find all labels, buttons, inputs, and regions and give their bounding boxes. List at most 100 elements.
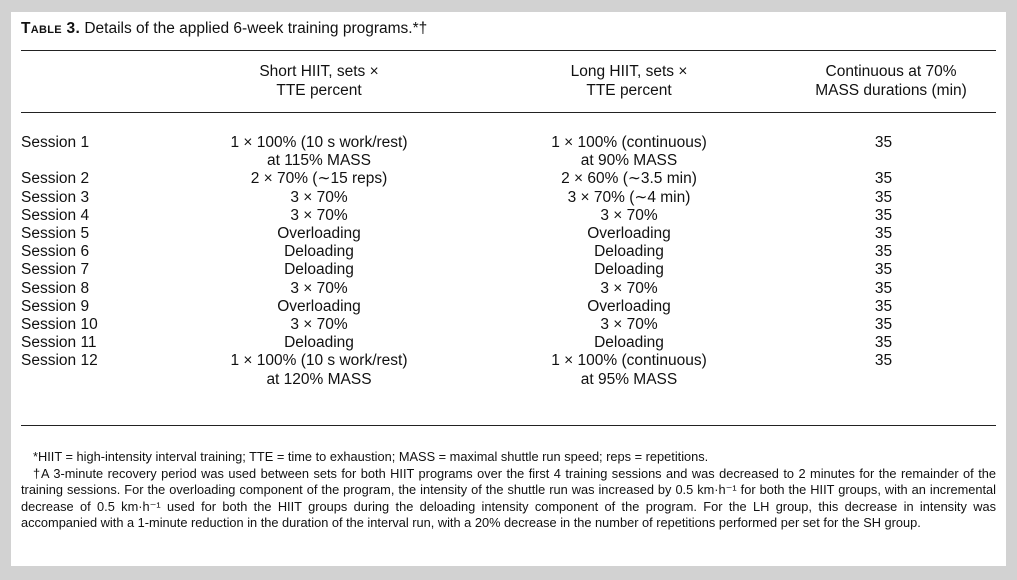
long-hiit-cell: 3 × 70% <box>499 316 759 334</box>
column-header-short-hiit: Short HIIT, sets × TTE percent <box>189 62 449 100</box>
table-row: Session 2 2 × 70% (∼15 reps) 2 × 60% (∼3.5… <box>21 170 996 188</box>
column-gap <box>449 225 499 243</box>
column-gap <box>449 261 499 279</box>
long-hiit-cell: 1 × 100% (continuous) at 90% MASS <box>499 134 759 170</box>
short-hiit-cell: Overloading <box>189 298 449 316</box>
short-hiit-cell: 3 × 70% <box>189 280 449 298</box>
short-hiit-cell-line: 2 × 70% (∼15 reps) <box>250 170 388 188</box>
continuous-cell: 35 <box>874 243 893 261</box>
short-hiit-cell: 1 × 100% (10 s work/rest) at 120% MASS <box>189 352 449 388</box>
short-hiit-cell-line: 1 × 100% (10 s work/rest) <box>230 134 408 151</box>
column-header-line: Long HIIT, sets × <box>570 63 688 80</box>
table-caption: Table 3. Details of the applied 6-week t… <box>21 20 427 38</box>
session-label: Session 3 <box>21 188 90 206</box>
column-gap <box>449 334 499 352</box>
session-label: Session 2 <box>21 170 90 188</box>
column-gap <box>449 207 499 225</box>
column-header-long-hiit: Long HIIT, sets × TTE percent <box>499 62 759 100</box>
short-hiit-cell-line: at 120% MASS <box>266 370 372 388</box>
column-gap <box>449 280 499 298</box>
session-label: Session 10 <box>21 316 98 334</box>
continuous-cell: 35 <box>874 188 893 206</box>
long-hiit-cell-line: at 95% MASS <box>580 370 678 388</box>
column-gap <box>759 243 771 261</box>
column-gap <box>449 189 499 207</box>
session-label: Session 5 <box>21 225 90 243</box>
long-hiit-cell: 3 × 70% (∼4 min) <box>499 189 759 207</box>
short-hiit-cell: 2 × 70% (∼15 reps) <box>189 170 449 188</box>
continuous-cell: 35 <box>874 134 893 151</box>
top-rule <box>21 50 996 51</box>
column-header-line: TTE percent <box>276 82 362 99</box>
column-gap <box>449 134 499 170</box>
long-hiit-cell-line: 2 × 60% (∼3.5 min) <box>561 170 697 188</box>
long-hiit-cell-line: Deloading <box>594 243 664 261</box>
footnotes: *HIIT = high-intensity interval training… <box>21 449 996 532</box>
continuous-cell: 35 <box>874 352 893 370</box>
session-label: Session 9 <box>21 297 90 315</box>
column-gap <box>449 170 499 188</box>
long-hiit-cell: Overloading <box>499 225 759 243</box>
table-row: Session 11 Deloading Deloading 35 <box>21 334 996 352</box>
column-gap <box>449 316 499 334</box>
column-gap <box>759 334 771 352</box>
table-row: Session 4 3 × 70% 3 × 70% 35 <box>21 207 996 225</box>
table-row: Session 3 3 × 70% 3 × 70% (∼4 min) 35 <box>21 189 996 207</box>
column-gap <box>759 280 771 298</box>
long-hiit-cell-line: 1 × 100% (continuous) <box>551 134 707 151</box>
session-label: Session 12 <box>21 352 98 370</box>
column-gap <box>759 352 771 388</box>
table-row: Session 9 Overloading Overloading 35 <box>21 298 996 316</box>
short-hiit-cell-line: Overloading <box>277 297 361 315</box>
column-gap <box>449 352 499 388</box>
long-hiit-cell-line: 3 × 70% <box>600 206 658 224</box>
short-hiit-cell-line: Overloading <box>277 225 361 243</box>
table-row: Session 8 3 × 70% 3 × 70% 35 <box>21 280 996 298</box>
continuous-cell: 35 <box>874 316 893 334</box>
column-header-line: MASS durations (min) <box>815 82 967 99</box>
table-card: Table 3. Details of the applied 6-week t… <box>11 12 1006 566</box>
column-gap <box>449 243 499 261</box>
short-hiit-cell-line: Deloading <box>284 261 354 279</box>
short-hiit-cell: 3 × 70% <box>189 316 449 334</box>
short-hiit-cell: 3 × 70% <box>189 207 449 225</box>
long-hiit-cell: 3 × 70% <box>499 207 759 225</box>
short-hiit-cell: Deloading <box>189 243 449 261</box>
long-hiit-cell-line: 1 × 100% (continuous) <box>551 352 707 370</box>
column-gap <box>759 261 771 279</box>
session-label: Session 8 <box>21 279 90 297</box>
long-hiit-cell: Deloading <box>499 261 759 279</box>
table-title: Details of the applied 6-week training p… <box>84 20 428 37</box>
long-hiit-cell-line: 3 × 70% (∼4 min) <box>567 188 691 206</box>
footnote-recovery: †A 3-minute recovery period was used bet… <box>21 465 996 531</box>
long-hiit-cell-line: 3 × 70% <box>600 279 658 297</box>
short-hiit-cell-line: 3 × 70% <box>290 206 348 224</box>
short-hiit-cell-line: Deloading <box>284 334 354 352</box>
column-gap <box>759 170 771 188</box>
continuous-cell: 35 <box>874 206 893 224</box>
short-hiit-cell-line: 3 × 70% <box>290 316 348 334</box>
column-gap <box>759 189 771 207</box>
continuous-cell: 35 <box>874 261 893 279</box>
column-gap <box>449 298 499 316</box>
column-gap <box>759 207 771 225</box>
long-hiit-cell: Overloading <box>499 298 759 316</box>
session-label: Session 4 <box>21 206 90 224</box>
column-header-line: Short HIIT, sets × <box>259 63 379 80</box>
table-row: Session 6 Deloading Deloading 35 <box>21 243 996 261</box>
short-hiit-cell: 1 × 100% (10 s work/rest) at 115% MASS <box>189 134 449 170</box>
column-gap <box>759 316 771 334</box>
session-label: Session 7 <box>21 261 90 279</box>
long-hiit-cell: Deloading <box>499 334 759 352</box>
table-row: Session 12 1 × 100% (10 s work/rest) at 12… <box>21 352 996 388</box>
short-hiit-cell-line: at 115% MASS <box>267 152 371 170</box>
column-gap <box>759 225 771 243</box>
continuous-cell: 35 <box>874 334 893 352</box>
column-header-line: Continuous at 70% <box>825 63 957 80</box>
bottom-rule <box>21 425 996 426</box>
column-header-continuous: Continuous at 70% MASS durations (min) <box>771 62 1011 100</box>
column-header-line: TTE percent <box>586 82 672 99</box>
long-hiit-cell-line: 3 × 70% <box>600 316 658 334</box>
footnote-abbreviations: *HIIT = high-intensity interval training… <box>33 449 709 464</box>
